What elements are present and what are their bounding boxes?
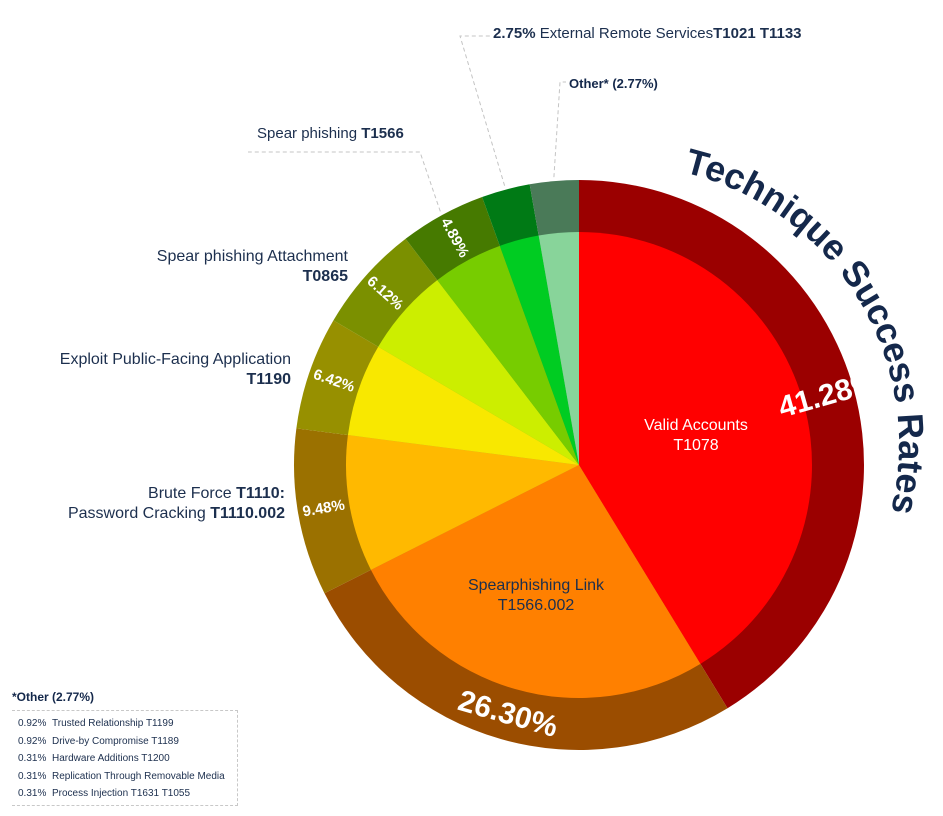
external-remote-codes: T1021 T1133 — [713, 25, 802, 42]
legend-item: 0.92% Drive-by Compromise T1189 — [18, 733, 237, 751]
leader-line-external-remote — [459, 35, 506, 186]
leader-line-other — [553, 81, 566, 178]
legend-item: 0.92% Trusted Relationship T1199 — [18, 715, 237, 733]
spearphishing-link-code: T1566.002 — [497, 597, 575, 614]
external-remote-label: 2.75% External Remote ServicesT1021 T113… — [493, 24, 802, 44]
other-name: Other* — [569, 76, 609, 91]
slice-valid-accounts — [579, 232, 812, 664]
spear-attachment-label: Spear phishing Attachment T0865 — [80, 247, 348, 287]
spear-phishing-label: Spear phishing T1566 — [257, 124, 404, 144]
legend-title: *Other (2.77%) — [12, 690, 95, 704]
legend-item-text: Process Injection T1631 T1055 — [52, 788, 191, 799]
brute-force-label: Brute Force T1110: Password Cracking T11… — [30, 484, 285, 524]
legend-item-text: Trusted Relationship T1199 — [52, 718, 174, 729]
pct-label-brute-force: 9.48% — [301, 497, 346, 521]
brute-force-code: T1110: — [236, 485, 285, 502]
slice-brute-force — [345, 435, 579, 570]
slice-exploit-public — [347, 346, 579, 465]
spear-attachment-name: Spear phishing Attachment — [156, 248, 348, 265]
legend-item-pct: 0.31% — [18, 770, 47, 782]
slice-spear-phishing — [437, 245, 579, 465]
valid-accounts-code: T1078 — [673, 437, 719, 454]
legend-item-pct: 0.92% — [18, 718, 47, 729]
password-cracking-code: T1110.002 — [210, 505, 285, 522]
legend-item-text: Drive-by Compromise T1189 — [52, 735, 179, 747]
slice-other — [538, 232, 579, 465]
external-remote-name: External Remote Services — [535, 25, 714, 42]
legend-item: 0.31% Hardware Additions T1200 — [18, 750, 237, 768]
legend-box: 0.92% Trusted Relationship T1199 0.92% Dri… — [12, 710, 238, 806]
legend-item-text: Hardware Additions T1200 — [52, 753, 170, 764]
brute-force-name: Brute Force — [148, 485, 237, 502]
legend-item-pct: 0.31% — [18, 753, 47, 764]
leader-lines — [248, 35, 566, 212]
spear-phishing-code: T1566 — [361, 125, 404, 142]
spearphishing-link-name: Spearphishing Link — [467, 577, 605, 594]
exploit-code: T1190 — [246, 371, 291, 388]
slice-spearphishing-link — [370, 465, 701, 698]
legend-item-pct: 0.31% — [18, 788, 47, 799]
password-cracking-name: Password Cracking — [67, 505, 211, 522]
valid-accounts-label: Valid Accounts T1078 — [616, 416, 776, 456]
slice-spear-attachment — [378, 280, 579, 465]
spear-attachment-code: T0865 — [302, 268, 348, 285]
other-label: Other* (2.77%) — [569, 74, 658, 94]
legend-item: 0.31% Replication Through Removable Media — [18, 768, 237, 786]
external-remote-pct: 2.75% — [493, 25, 536, 42]
inner-pie — [345, 232, 812, 698]
spearphishing-link-label: Spearphishing Link T1566.002 — [446, 576, 626, 616]
legend-item: 0.31% Process Injection T1631 T1055 — [18, 785, 237, 803]
exploit-label: Exploit Public-Facing Application T1190 — [20, 350, 291, 390]
leader-line-spear-phishing — [248, 151, 441, 212]
legend-item-text: Replication Through Removable Media — [52, 770, 225, 782]
spear-phishing-name: Spear phishing — [257, 125, 362, 142]
valid-accounts-name: Valid Accounts — [644, 417, 748, 434]
other-pct: (2.77%) — [608, 76, 658, 91]
slice-external-remote — [499, 235, 579, 465]
other-legend: *Other (2.77%) 0.92% Trusted Relationship… — [12, 690, 238, 806]
exploit-name: Exploit Public-Facing Application — [59, 351, 291, 368]
legend-item-pct: 0.92% — [18, 735, 47, 747]
